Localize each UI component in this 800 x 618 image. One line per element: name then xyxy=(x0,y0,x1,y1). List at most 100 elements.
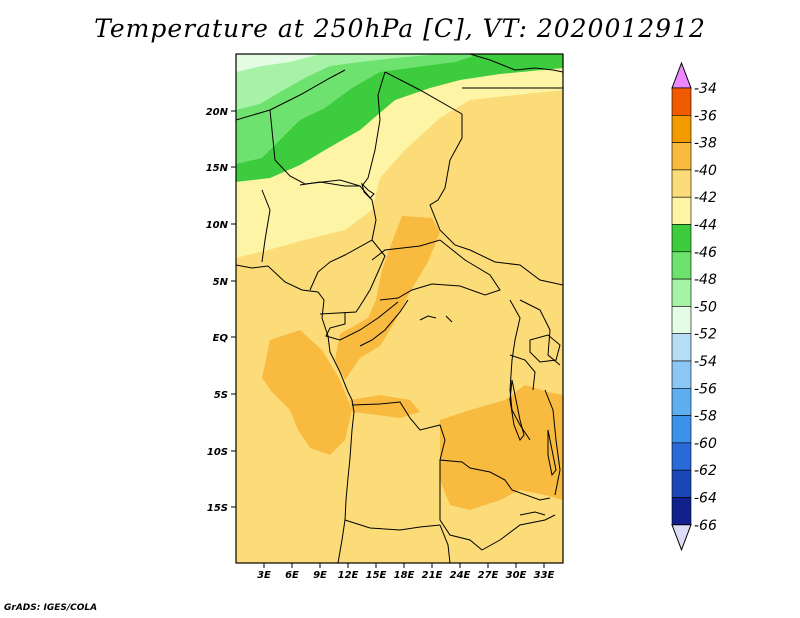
border-angola-namibia xyxy=(344,519,441,531)
lat-label: 15N xyxy=(206,163,229,174)
colorbar-segment xyxy=(671,278,692,307)
colorbar-label: -60 xyxy=(694,436,717,452)
longitude-axis: 3E 6E 9E 12E 15E 18E 21E 24E 27E 30E 33E xyxy=(257,563,555,581)
colorbar-segment xyxy=(671,306,692,334)
border-namibia-botswana xyxy=(439,524,451,563)
lon-label: 9E xyxy=(313,570,327,581)
colorbar-segment xyxy=(671,251,692,280)
colorbar-label: -36 xyxy=(694,108,717,124)
colorbar-bottom-arrow xyxy=(671,524,692,552)
colorbar-segment xyxy=(671,224,692,253)
colorbar-label: -62 xyxy=(694,463,717,479)
colorbar-segment xyxy=(671,87,692,116)
lake-tanganyika xyxy=(509,379,525,441)
lake-malawi xyxy=(547,429,557,477)
border-south-sudan xyxy=(469,249,563,286)
lat-label: EQ xyxy=(213,333,229,344)
red-sea-coast xyxy=(469,54,563,73)
colorbar-label: -50 xyxy=(694,299,717,315)
colorbar-segment xyxy=(671,387,692,416)
border-tanzania xyxy=(544,389,561,496)
border-chad-sudan xyxy=(429,114,471,251)
colorbar-label: -40 xyxy=(694,163,717,179)
colorbar-segment xyxy=(671,333,692,362)
lon-tick: 33E xyxy=(534,563,555,581)
lon-tick: 6E xyxy=(285,563,299,581)
lon-tick: 3E xyxy=(257,563,271,581)
colorbar-label: -38 xyxy=(694,136,717,152)
lon-label: 18E xyxy=(394,570,415,581)
colorbar-segment xyxy=(671,169,692,198)
colorbar-label: -64 xyxy=(694,491,717,507)
border-rwanda-burundi xyxy=(509,354,536,391)
colorbar: -34 -36 -38 -40 -42 -44 -46 -48 -50 -52 -54 -56 -58 -… xyxy=(671,61,717,552)
colorbar-label: -58 xyxy=(694,409,717,425)
shade-38-40-east xyxy=(440,385,563,510)
lat-tick: EQ xyxy=(213,333,236,344)
border-cameroon xyxy=(319,239,386,315)
temperature-field xyxy=(236,54,563,563)
lon-tick: 30E xyxy=(506,563,527,581)
border-niger-chad xyxy=(361,71,386,187)
lon-tick: 15E xyxy=(366,563,387,581)
shade-48-50 xyxy=(236,54,440,110)
lat-label: 15S xyxy=(207,503,228,514)
lat-label: 20N xyxy=(206,107,229,118)
lon-tick: 27E xyxy=(478,563,499,581)
border-car xyxy=(371,239,501,301)
lake-chad xyxy=(361,182,375,199)
colorbar-segment xyxy=(671,196,692,225)
lon-label: 12E xyxy=(338,570,359,581)
congo-river xyxy=(419,315,453,323)
colorbar-top-arrow xyxy=(671,61,692,89)
shade-38-40-central xyxy=(335,216,440,380)
map-frame xyxy=(235,53,564,564)
country-borders xyxy=(236,54,563,563)
lat-tick: 5N xyxy=(213,277,236,288)
map-title: Temperature at 250hPa [C], VT: 202001291… xyxy=(94,14,706,43)
colorbar-label: -56 xyxy=(694,381,717,397)
lat-label: 5S xyxy=(214,390,228,401)
lon-tick: 21E xyxy=(422,563,443,581)
lake-kariba xyxy=(519,511,546,516)
colorbar-segment xyxy=(671,142,692,171)
border-libya-chad xyxy=(384,71,463,115)
colorbar-segment xyxy=(671,415,692,444)
lon-label: 21E xyxy=(422,570,443,581)
border-drc-east xyxy=(509,299,531,441)
lat-label: 5N xyxy=(213,277,229,288)
border-benin xyxy=(261,189,271,263)
lat-tick: 15S xyxy=(207,503,236,514)
colorbar-label: -66 xyxy=(694,518,717,534)
colorbar-label: -42 xyxy=(694,190,717,206)
lon-tick: 18E xyxy=(394,563,415,581)
colorbar-segment xyxy=(671,360,692,389)
colorbar-label: -48 xyxy=(694,272,717,288)
border-congo xyxy=(325,301,399,341)
lon-label: 6E xyxy=(285,570,299,581)
latitude-axis: 20N 15N 10N 5N EQ 5S 10S 15S xyxy=(206,107,236,514)
grads-credit: GrADS: IGES/COLA xyxy=(4,603,98,613)
shade-38-40-congo xyxy=(350,395,420,418)
lat-tick: 10S xyxy=(207,447,236,458)
lat-tick: 5S xyxy=(214,390,236,401)
colorbar-segment xyxy=(671,497,692,526)
lake-victoria xyxy=(529,334,561,363)
lon-tick: 9E xyxy=(313,563,327,581)
lon-label: 27E xyxy=(478,570,499,581)
lat-label: 10S xyxy=(207,447,228,458)
colorbar-label: -34 xyxy=(694,81,717,97)
lon-tick: 12E xyxy=(338,563,359,581)
border-nigeria xyxy=(299,181,377,291)
lat-tick: 15N xyxy=(206,163,236,174)
lon-label: 3E xyxy=(257,570,271,581)
colorbar-segment xyxy=(671,442,692,471)
shade-38-40-west xyxy=(262,330,352,455)
coastline xyxy=(236,264,355,563)
border-zimbabwe xyxy=(481,514,556,551)
border-angola-zambia xyxy=(439,460,483,551)
colorbar-segment xyxy=(671,469,692,498)
shade-50-52 xyxy=(236,54,320,72)
colorbar-label: -52 xyxy=(694,327,717,343)
colorbar-label: -46 xyxy=(694,245,717,261)
